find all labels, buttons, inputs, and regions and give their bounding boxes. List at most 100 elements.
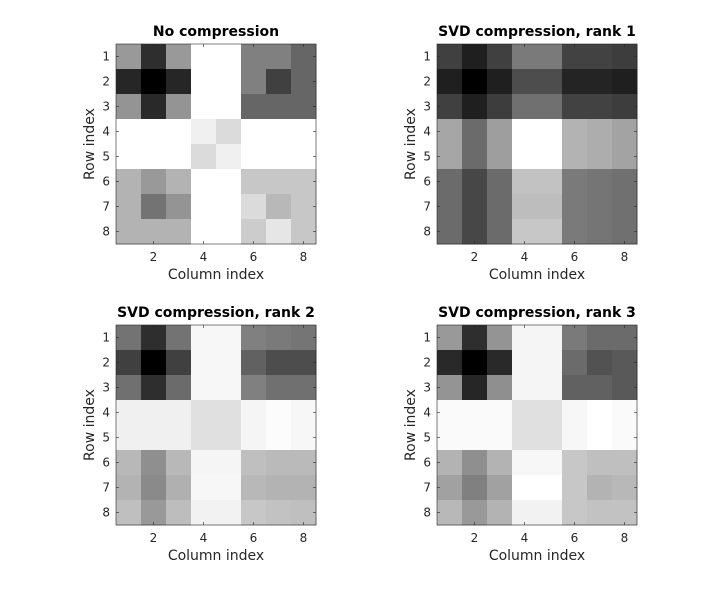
heatmap-cell bbox=[562, 144, 588, 170]
heatmap-panel-1: 2 4 6 8 1 2 3 4 5 6 7 8 No compression Column index Ro… bbox=[82, 24, 317, 283]
heatmap-cell bbox=[241, 500, 267, 526]
heatmap-cell bbox=[166, 94, 192, 120]
x-axis-label: Column index bbox=[489, 267, 585, 283]
heatmap-cell bbox=[462, 375, 488, 401]
heatmap-cell bbox=[266, 144, 292, 170]
heatmap-cell bbox=[512, 94, 538, 120]
y-tick-label: 2 bbox=[102, 75, 110, 89]
heatmap-cell bbox=[266, 44, 292, 70]
heatmap-cell bbox=[512, 194, 538, 220]
y-tick-label: 8 bbox=[423, 506, 431, 520]
heatmap-cell bbox=[537, 475, 563, 501]
heatmap-cell bbox=[437, 144, 463, 170]
heatmap-cell bbox=[487, 375, 513, 401]
heatmap-cell bbox=[512, 325, 538, 351]
heatmap-cell bbox=[437, 169, 463, 195]
heatmap-cell bbox=[487, 94, 513, 120]
heatmap-cell bbox=[191, 500, 217, 526]
heatmap-cell bbox=[512, 169, 538, 195]
heatmap-cell bbox=[266, 450, 292, 476]
heatmap-cell bbox=[537, 350, 563, 376]
heatmap-cell bbox=[512, 219, 538, 245]
heatmap-cell bbox=[216, 325, 242, 351]
y-tick-label: 2 bbox=[423, 356, 431, 370]
heatmap-cell bbox=[266, 325, 292, 351]
heatmap-cell bbox=[512, 44, 538, 70]
y-tick-label: 8 bbox=[102, 506, 110, 520]
axes-frame bbox=[115, 43, 317, 245]
axes-frame bbox=[436, 324, 638, 526]
axes-frame bbox=[436, 43, 638, 245]
heatmap-cell bbox=[462, 194, 488, 220]
heatmap-cell bbox=[587, 400, 613, 426]
heatmap-cell bbox=[216, 475, 242, 501]
heatmap-cell bbox=[537, 69, 563, 95]
heatmap-cell bbox=[612, 325, 638, 351]
heatmap-cell bbox=[141, 194, 167, 220]
heatmap-cell bbox=[266, 375, 292, 401]
heatmap-cell bbox=[116, 69, 142, 95]
heatmap-cell bbox=[166, 400, 192, 426]
heatmap-cell bbox=[462, 219, 488, 245]
x-tick-label: 8 bbox=[300, 250, 308, 264]
heatmap-cell bbox=[291, 375, 317, 401]
heatmap-cell bbox=[191, 69, 217, 95]
heatmap-cell bbox=[612, 194, 638, 220]
heatmap-cell bbox=[141, 169, 167, 195]
heatmap-cell bbox=[241, 375, 267, 401]
heatmap-cell bbox=[241, 119, 267, 145]
y-tick-label: 4 bbox=[423, 125, 431, 139]
heatmap-cell bbox=[191, 194, 217, 220]
heatmap-cell bbox=[512, 375, 538, 401]
heatmap-cell bbox=[487, 69, 513, 95]
x-tick-label: 8 bbox=[621, 531, 629, 545]
axes-frame bbox=[115, 324, 317, 526]
heatmap-cell bbox=[587, 325, 613, 351]
heatmap-cell bbox=[587, 450, 613, 476]
heatmap-cell bbox=[512, 425, 538, 451]
heatmap-cell bbox=[191, 400, 217, 426]
heatmap-cell bbox=[291, 325, 317, 351]
heatmap-cell bbox=[537, 144, 563, 170]
heatmap-cell bbox=[216, 350, 242, 376]
y-axis-label: Row index bbox=[82, 389, 98, 461]
heatmap-cell bbox=[116, 119, 142, 145]
heatmap-cell bbox=[612, 375, 638, 401]
y-axis-label: Row index bbox=[82, 108, 98, 180]
heatmap-cell bbox=[587, 475, 613, 501]
heatmap-cell bbox=[241, 169, 267, 195]
heatmap-cell bbox=[612, 475, 638, 501]
heatmap-cell bbox=[562, 325, 588, 351]
heatmap-panel-4: 2 4 6 8 1 2 3 4 5 6 7 8 SVD compression, rank 3 Colum… bbox=[403, 305, 638, 564]
heatmap-cell bbox=[537, 94, 563, 120]
heatmap-cell bbox=[166, 450, 192, 476]
heatmap-cell bbox=[612, 219, 638, 245]
heatmap-cell bbox=[537, 194, 563, 220]
heatmap-cell bbox=[166, 350, 192, 376]
heatmap-cell bbox=[266, 425, 292, 451]
heatmap-cell bbox=[266, 169, 292, 195]
heatmap-cell bbox=[537, 219, 563, 245]
y-tick-label: 8 bbox=[102, 225, 110, 239]
heatmap-cell bbox=[562, 500, 588, 526]
heatmap-cell bbox=[587, 500, 613, 526]
heatmap-cell bbox=[587, 350, 613, 376]
heatmap-cell bbox=[116, 219, 142, 245]
heatmap-cell bbox=[462, 325, 488, 351]
heatmap-cell bbox=[141, 44, 167, 70]
heatmap-cell bbox=[512, 500, 538, 526]
heatmap-cell bbox=[537, 450, 563, 476]
heatmap-cell bbox=[191, 425, 217, 451]
heatmap-cell bbox=[116, 425, 142, 451]
heatmap-cell bbox=[216, 69, 242, 95]
x-tick-label: 2 bbox=[471, 531, 479, 545]
heatmap-cell bbox=[437, 400, 463, 426]
heatmap-cell bbox=[537, 119, 563, 145]
heatmap-cell bbox=[512, 350, 538, 376]
heatmap-cell bbox=[216, 450, 242, 476]
heatmap-cell bbox=[291, 94, 317, 120]
heatmap-cell bbox=[437, 94, 463, 120]
heatmap-cell bbox=[291, 194, 317, 220]
heatmap-cell bbox=[437, 350, 463, 376]
heatmap-cell bbox=[562, 475, 588, 501]
